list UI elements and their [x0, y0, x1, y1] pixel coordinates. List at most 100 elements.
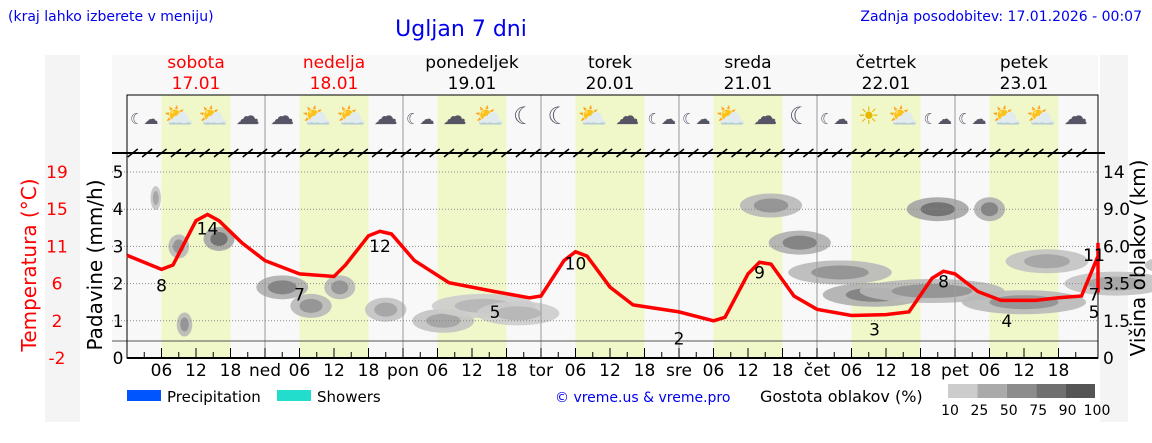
daylight-band: [575, 95, 645, 358]
density-tick-label: 10: [941, 403, 959, 419]
right-panel: [1100, 55, 1128, 422]
day-name: ponedeljek: [425, 53, 519, 73]
cloud-tick-label: 0: [1103, 349, 1114, 369]
cloud-tick-label: 1.5: [1103, 312, 1130, 332]
x-tick-label: 12: [599, 361, 621, 381]
day-name: četrtek: [856, 53, 917, 73]
wind-barb-icon: [616, 148, 627, 158]
precip-tick-label: 5: [113, 163, 124, 183]
x-tick-label: 06: [151, 361, 173, 381]
wind-barb-icon: [716, 148, 728, 158]
x-tick-label: tor: [529, 361, 553, 381]
cloud-cell: [1144, 258, 1152, 272]
precipitation-legend: Precipitation: [167, 388, 261, 406]
wind-barb-icon: [961, 148, 972, 158]
wind-barb-icon: [213, 148, 225, 158]
day-name: petek: [1000, 53, 1048, 73]
cloud-axis-label: Višina oblakov (km): [1126, 160, 1150, 357]
wind-barb-icon: [1018, 148, 1030, 158]
wind-barb-icon: [184, 148, 196, 158]
moon-icon: ☾: [789, 102, 811, 130]
moon-cloud-icon: ☾☁: [406, 110, 434, 128]
density-tick-label: 100: [1084, 403, 1111, 419]
wind-barb-icon: [989, 148, 1001, 158]
wind-barb-icon: [932, 148, 944, 158]
cloud-tick-label: 3.5: [1103, 275, 1130, 295]
density-swatch: [1036, 384, 1066, 398]
cloud-icon: ☁: [1064, 102, 1088, 130]
x-tick-label: 12: [461, 361, 483, 381]
page-title: Ugljan 7 dni: [395, 17, 527, 42]
cloud-tick-label: 9.0: [1103, 200, 1130, 220]
moon-cloud-icon: ☾☁: [820, 110, 848, 128]
cloud-icon: ☁: [443, 102, 467, 130]
wind-barb-icon: [601, 148, 613, 158]
day-date: 22.01: [862, 74, 911, 94]
x-tick-label: 18: [496, 361, 518, 381]
x-tick-label: 18: [1048, 361, 1070, 381]
wind-barb-icon: [917, 148, 929, 158]
sun-cloud-icon: ⛅: [992, 102, 1022, 130]
wind-barb-icon: [630, 148, 642, 158]
wind-barb-icon: [400, 148, 412, 158]
sun-cloud-icon: ⛅: [716, 102, 746, 130]
cloud-cell-core: [210, 231, 228, 246]
cloud-icon: ☁: [753, 102, 777, 130]
day-name: sobota: [167, 53, 225, 73]
wind-barb-icon: [371, 148, 383, 158]
moon-icon: ☾: [513, 102, 535, 130]
sun-cloud-icon: ⛅: [336, 102, 366, 130]
sun-cloud-icon: ⛅: [1026, 102, 1056, 130]
wind-barb-icon: [846, 148, 857, 158]
x-tick-label: 06: [289, 361, 311, 381]
wind-barb-icon: [673, 148, 685, 158]
temp-tick-label: 6: [52, 275, 63, 295]
temp-label: 5: [1089, 303, 1100, 323]
daylight-band: [299, 95, 369, 358]
wind-barb-icon: [457, 148, 469, 158]
wind-barb-icon: [544, 148, 556, 158]
sun-cloud-icon: ⛅: [578, 102, 608, 130]
copyright-link[interactable]: © vreme.us & vreme.pro: [555, 390, 730, 406]
temp-label: 12: [369, 237, 391, 257]
temp-tick-label: 19: [46, 163, 68, 183]
day-date: 20.01: [586, 74, 635, 94]
x-tick-label: ned: [249, 361, 281, 381]
x-tick-label: 18: [910, 361, 932, 381]
density-swatch: [1006, 384, 1037, 398]
daylight-band: [161, 95, 231, 358]
wind-barb-icon: [529, 148, 541, 158]
moon-cloud-icon: ☾☁: [648, 110, 676, 128]
day-date: 23.01: [1000, 74, 1049, 94]
daylight-band: [851, 95, 921, 358]
daylight-band: [989, 95, 1059, 358]
x-tick-label: 12: [737, 361, 759, 381]
x-tick-label: sre: [666, 361, 692, 381]
x-tick-label: 18: [220, 361, 242, 381]
density-tick-label: 50: [1000, 403, 1018, 419]
x-tick-label: pon: [387, 361, 419, 381]
x-tick-label: 06: [703, 361, 725, 381]
density-tick-label: 75: [1029, 403, 1047, 419]
wind-barb-icon: [242, 148, 254, 158]
temp-label: 5: [490, 303, 501, 323]
cloud-tick-label: 14: [1103, 163, 1125, 183]
wind-barb-icon: [342, 148, 354, 158]
wind-barb-icon: [271, 148, 282, 158]
wind-barb-icon: [299, 148, 311, 158]
precipitation-swatch: [127, 390, 161, 401]
day-date: 21.01: [724, 74, 773, 94]
cloud-icon: ☁: [270, 102, 294, 130]
cloud-cell-core: [980, 202, 999, 217]
cloud-cell-core: [891, 284, 973, 299]
x-tick-label: 18: [358, 361, 380, 381]
x-tick-label: 12: [875, 361, 897, 381]
temp-label: 8: [156, 276, 167, 296]
wind-barb-icon: [702, 148, 714, 158]
temp-label: 14: [197, 219, 219, 239]
cloud-cell-core: [180, 317, 189, 332]
temp-axis-label: Temperatura (°C): [17, 178, 41, 352]
temp-label: 8: [938, 272, 949, 292]
wind-barb-icon: [731, 148, 742, 158]
